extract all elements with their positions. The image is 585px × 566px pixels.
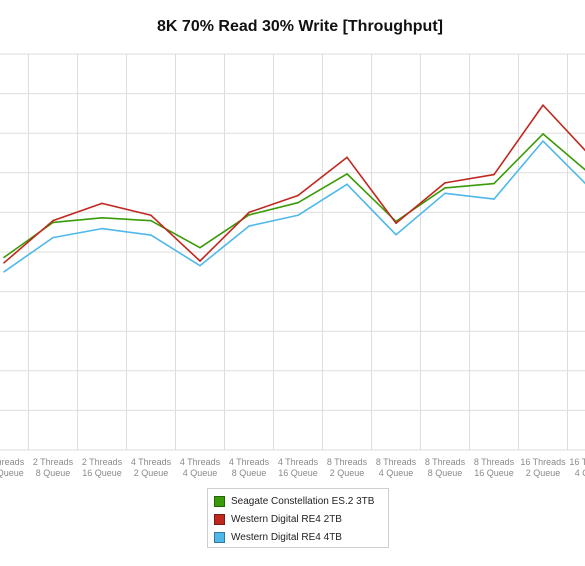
data-point bbox=[542, 104, 544, 106]
x-tick-label: 4 Threads 2 Queue bbox=[131, 457, 172, 478]
data-point bbox=[3, 256, 5, 259]
x-tick-label: 4 Threads 4 Queue bbox=[180, 457, 221, 478]
data-point bbox=[101, 217, 103, 219]
data-point bbox=[101, 202, 103, 205]
data-point bbox=[444, 187, 446, 189]
x-tick-label: 4 Threads 8 Queue bbox=[229, 457, 270, 478]
data-point bbox=[248, 214, 250, 216]
legend-item-wd-re4-4tb: Western Digital RE4 4TB bbox=[214, 528, 382, 546]
data-point bbox=[3, 262, 5, 264]
x-tick-label: 8 Threads 8 Queue bbox=[425, 457, 466, 478]
x-tick-label: 2 Threads 16 Queue bbox=[82, 457, 123, 478]
data-point bbox=[395, 222, 397, 224]
chart-grid bbox=[0, 53, 585, 451]
data-point bbox=[297, 214, 299, 217]
data-point bbox=[150, 219, 152, 222]
chart-series bbox=[3, 104, 585, 273]
data-point bbox=[199, 264, 201, 267]
series-line-1 bbox=[3, 104, 585, 264]
chart-title: 8K 70% Read 30% Write [Throughput] bbox=[157, 18, 443, 35]
x-tick-label: 8 Threads 16 Queue bbox=[474, 457, 515, 478]
data-point bbox=[346, 156, 348, 159]
legend-item-wd-re4-2tb: Western Digital RE4 2TB bbox=[214, 510, 382, 528]
data-point bbox=[199, 246, 201, 249]
legend-label: Western Digital RE4 4TB bbox=[231, 531, 342, 543]
x-tick-label: 8 Threads 4 Queue bbox=[376, 457, 417, 478]
legend-item-seagate: Seagate Constellation ES.2 3TB bbox=[214, 492, 382, 510]
data-point bbox=[248, 211, 250, 214]
legend-swatch bbox=[214, 531, 225, 543]
data-point bbox=[199, 260, 201, 262]
legend-swatch bbox=[214, 513, 225, 525]
data-point bbox=[297, 194, 299, 197]
legend-swatch bbox=[214, 495, 225, 507]
data-point bbox=[493, 198, 495, 200]
legend-label: Seagate Constellation ES.2 3TB bbox=[231, 495, 375, 507]
data-point bbox=[150, 214, 152, 217]
data-point bbox=[444, 182, 446, 184]
data-point bbox=[395, 233, 397, 236]
data-point bbox=[444, 192, 446, 195]
chart-legend: Seagate Constellation ES.2 3TB Western D… bbox=[207, 488, 389, 548]
data-point bbox=[542, 140, 544, 142]
data-point bbox=[248, 225, 250, 227]
data-point bbox=[52, 219, 54, 222]
data-point bbox=[493, 173, 495, 176]
x-tick-label: 4 Threads 16 Queue bbox=[278, 457, 319, 478]
x-tick-label: 2 Threads 8 Queue bbox=[33, 457, 74, 478]
data-point bbox=[52, 221, 54, 224]
data-point bbox=[52, 236, 54, 239]
data-point bbox=[150, 234, 152, 236]
data-point bbox=[542, 133, 544, 135]
data-point bbox=[346, 183, 348, 186]
x-tick-label: 8 Threads 2 Queue bbox=[327, 457, 368, 478]
data-point bbox=[3, 271, 5, 273]
data-point bbox=[493, 182, 495, 185]
x-tick-label: 16 Threads 2 Queue bbox=[520, 457, 566, 478]
data-point bbox=[346, 173, 348, 175]
legend-label: Western Digital RE4 2TB bbox=[231, 513, 342, 525]
data-point bbox=[297, 201, 299, 204]
data-point bbox=[101, 227, 103, 230]
